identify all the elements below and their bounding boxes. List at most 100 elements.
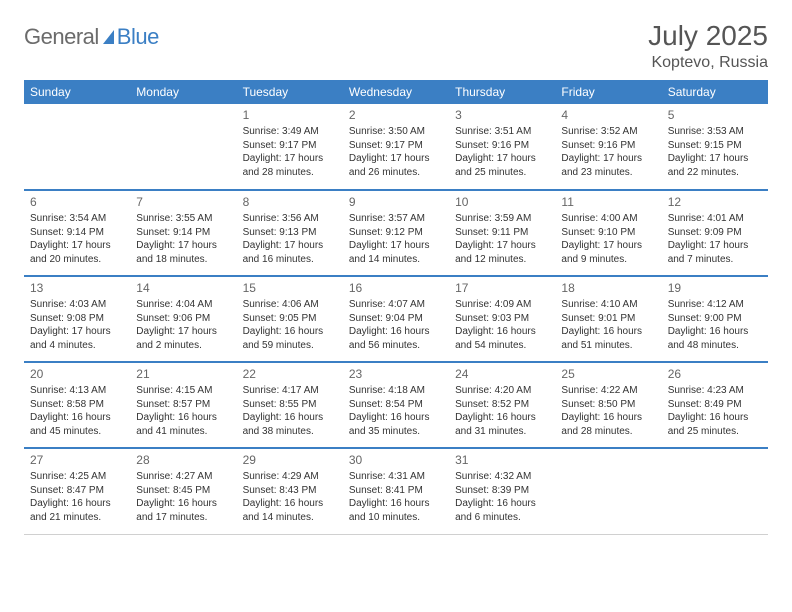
sunrise-text: Sunrise: 4:29 AM <box>243 470 337 484</box>
calendar-cell: 10Sunrise: 3:59 AMSunset: 9:11 PMDayligh… <box>449 190 555 276</box>
daylight-text-2: and 4 minutes. <box>30 339 124 353</box>
sunrise-text: Sunrise: 4:18 AM <box>349 384 443 398</box>
daylight-text-2: and 31 minutes. <box>455 425 549 439</box>
calendar-cell: 24Sunrise: 4:20 AMSunset: 8:52 PMDayligh… <box>449 362 555 448</box>
daylight-text-1: Daylight: 17 hours <box>136 325 230 339</box>
calendar-cell: 26Sunrise: 4:23 AMSunset: 8:49 PMDayligh… <box>662 362 768 448</box>
calendar-body: 1Sunrise: 3:49 AMSunset: 9:17 PMDaylight… <box>24 104 768 534</box>
sunrise-text: Sunrise: 3:56 AM <box>243 212 337 226</box>
day-number: 1 <box>243 107 337 123</box>
calendar-cell: 12Sunrise: 4:01 AMSunset: 9:09 PMDayligh… <box>662 190 768 276</box>
day-number: 29 <box>243 452 337 468</box>
day-number: 30 <box>349 452 443 468</box>
calendar-cell: 6Sunrise: 3:54 AMSunset: 9:14 PMDaylight… <box>24 190 130 276</box>
title-block: July 2025 Koptevo, Russia <box>648 20 768 72</box>
sunset-text: Sunset: 9:13 PM <box>243 226 337 240</box>
calendar-cell: 19Sunrise: 4:12 AMSunset: 9:00 PMDayligh… <box>662 276 768 362</box>
sunrise-text: Sunrise: 4:25 AM <box>30 470 124 484</box>
day-number: 2 <box>349 107 443 123</box>
daylight-text-1: Daylight: 16 hours <box>349 411 443 425</box>
daylight-text-1: Daylight: 17 hours <box>136 239 230 253</box>
weekday-header: Monday <box>130 80 236 104</box>
daylight-text-1: Daylight: 16 hours <box>243 325 337 339</box>
calendar-cell: 4Sunrise: 3:52 AMSunset: 9:16 PMDaylight… <box>555 104 661 190</box>
daylight-text-2: and 2 minutes. <box>136 339 230 353</box>
daylight-text-2: and 28 minutes. <box>243 166 337 180</box>
calendar-row: 20Sunrise: 4:13 AMSunset: 8:58 PMDayligh… <box>24 362 768 448</box>
daylight-text-1: Daylight: 16 hours <box>561 411 655 425</box>
daylight-text-2: and 9 minutes. <box>561 253 655 267</box>
daylight-text-1: Daylight: 17 hours <box>243 239 337 253</box>
day-number: 3 <box>455 107 549 123</box>
daylight-text-1: Daylight: 17 hours <box>30 325 124 339</box>
daylight-text-2: and 25 minutes. <box>455 166 549 180</box>
day-number: 16 <box>349 280 443 296</box>
day-number: 7 <box>136 194 230 210</box>
calendar-head: SundayMondayTuesdayWednesdayThursdayFrid… <box>24 80 768 104</box>
calendar-cell: 23Sunrise: 4:18 AMSunset: 8:54 PMDayligh… <box>343 362 449 448</box>
calendar-cell: 3Sunrise: 3:51 AMSunset: 9:16 PMDaylight… <box>449 104 555 190</box>
day-number: 25 <box>561 366 655 382</box>
sunrise-text: Sunrise: 4:07 AM <box>349 298 443 312</box>
sunset-text: Sunset: 9:04 PM <box>349 312 443 326</box>
sail-icon <box>103 30 114 44</box>
day-number: 14 <box>136 280 230 296</box>
calendar-cell: 15Sunrise: 4:06 AMSunset: 9:05 PMDayligh… <box>237 276 343 362</box>
calendar-cell <box>555 448 661 534</box>
daylight-text-2: and 22 minutes. <box>668 166 762 180</box>
daylight-text-1: Daylight: 16 hours <box>349 497 443 511</box>
daylight-text-2: and 17 minutes. <box>136 511 230 525</box>
sunrise-text: Sunrise: 4:17 AM <box>243 384 337 398</box>
calendar-cell: 2Sunrise: 3:50 AMSunset: 9:17 PMDaylight… <box>343 104 449 190</box>
sunrise-text: Sunrise: 3:49 AM <box>243 125 337 139</box>
sunset-text: Sunset: 9:11 PM <box>455 226 549 240</box>
day-number: 4 <box>561 107 655 123</box>
weekday-header: Saturday <box>662 80 768 104</box>
sunrise-text: Sunrise: 4:32 AM <box>455 470 549 484</box>
sunrise-text: Sunrise: 4:22 AM <box>561 384 655 398</box>
day-number: 8 <box>243 194 337 210</box>
calendar-cell: 18Sunrise: 4:10 AMSunset: 9:01 PMDayligh… <box>555 276 661 362</box>
daylight-text-2: and 41 minutes. <box>136 425 230 439</box>
sunset-text: Sunset: 9:15 PM <box>668 139 762 153</box>
daylight-text-1: Daylight: 17 hours <box>349 239 443 253</box>
sunset-text: Sunset: 8:41 PM <box>349 484 443 498</box>
daylight-text-1: Daylight: 16 hours <box>243 497 337 511</box>
sunrise-text: Sunrise: 4:31 AM <box>349 470 443 484</box>
day-number: 11 <box>561 194 655 210</box>
day-number: 12 <box>668 194 762 210</box>
calendar-cell: 29Sunrise: 4:29 AMSunset: 8:43 PMDayligh… <box>237 448 343 534</box>
daylight-text-2: and 7 minutes. <box>668 253 762 267</box>
daylight-text-1: Daylight: 16 hours <box>668 325 762 339</box>
sunset-text: Sunset: 9:14 PM <box>136 226 230 240</box>
calendar-cell: 22Sunrise: 4:17 AMSunset: 8:55 PMDayligh… <box>237 362 343 448</box>
daylight-text-1: Daylight: 16 hours <box>136 411 230 425</box>
daylight-text-1: Daylight: 17 hours <box>455 152 549 166</box>
calendar-cell: 27Sunrise: 4:25 AMSunset: 8:47 PMDayligh… <box>24 448 130 534</box>
sunset-text: Sunset: 8:45 PM <box>136 484 230 498</box>
day-number: 19 <box>668 280 762 296</box>
calendar-cell: 8 Sunrise: 3:56 AMSunset: 9:13 PMDaylight… <box>237 190 343 276</box>
calendar-cell: 16Sunrise: 4:07 AMSunset: 9:04 PMDayligh… <box>343 276 449 362</box>
calendar-cell: 31Sunrise: 4:32 AMSunset: 8:39 PMDayligh… <box>449 448 555 534</box>
calendar-cell: 14Sunrise: 4:04 AMSunset: 9:06 PMDayligh… <box>130 276 236 362</box>
logo-text-general: General <box>24 24 99 50</box>
calendar-cell: 20Sunrise: 4:13 AMSunset: 8:58 PMDayligh… <box>24 362 130 448</box>
daylight-text-1: Daylight: 16 hours <box>455 325 549 339</box>
daylight-text-2: and 26 minutes. <box>349 166 443 180</box>
sunset-text: Sunset: 9:08 PM <box>30 312 124 326</box>
calendar-cell: 5Sunrise: 3:53 AMSunset: 9:15 PMDaylight… <box>662 104 768 190</box>
daylight-text-1: Daylight: 16 hours <box>30 411 124 425</box>
daylight-text-2: and 14 minutes. <box>243 511 337 525</box>
sunset-text: Sunset: 8:54 PM <box>349 398 443 412</box>
calendar-cell: 1Sunrise: 3:49 AMSunset: 9:17 PMDaylight… <box>237 104 343 190</box>
daylight-text-1: Daylight: 17 hours <box>30 239 124 253</box>
weekday-header: Tuesday <box>237 80 343 104</box>
sunset-text: Sunset: 8:57 PM <box>136 398 230 412</box>
daylight-text-1: Daylight: 16 hours <box>30 497 124 511</box>
sunset-text: Sunset: 9:06 PM <box>136 312 230 326</box>
calendar-cell: 21Sunrise: 4:15 AMSunset: 8:57 PMDayligh… <box>130 362 236 448</box>
day-number: 10 <box>455 194 549 210</box>
day-number: 9 <box>349 194 443 210</box>
daylight-text-2: and 16 minutes. <box>243 253 337 267</box>
